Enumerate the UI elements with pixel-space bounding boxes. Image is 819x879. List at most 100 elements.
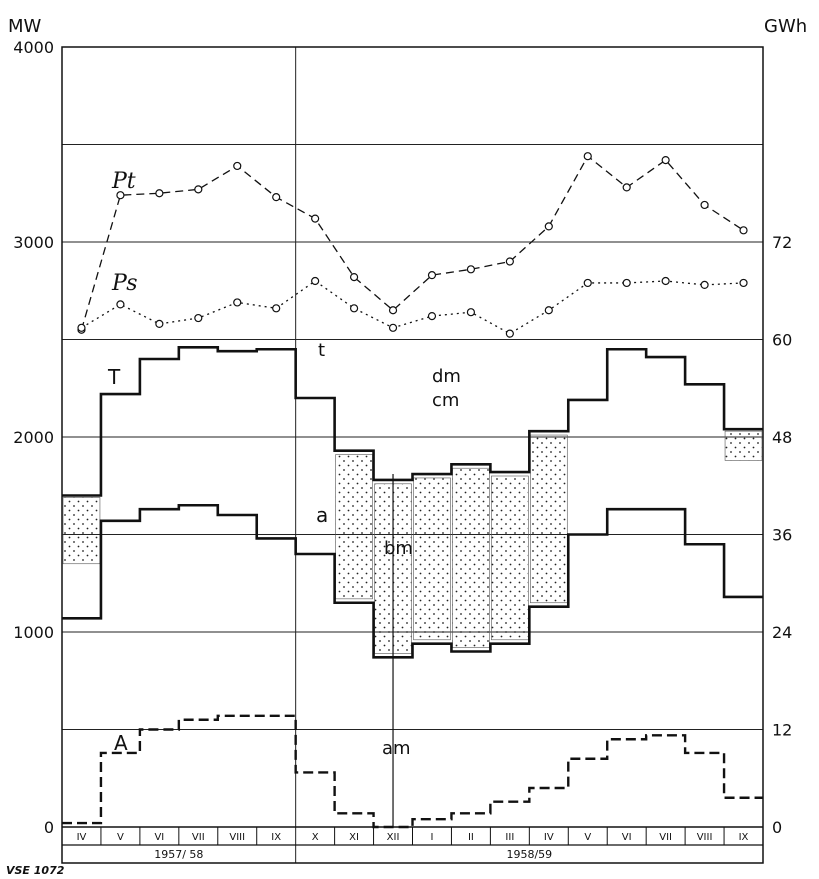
series-Ps-point: [155, 319, 164, 328]
month-label: X: [312, 832, 319, 843]
series-Ps-point: [466, 308, 476, 317]
label-am: am: [382, 738, 411, 759]
series-Ps-point: [622, 278, 631, 288]
label-t-upper: T: [107, 365, 121, 389]
label-cm: cm: [432, 390, 459, 411]
grid-lines: [62, 47, 763, 863]
label-a-upper: A: [114, 731, 128, 755]
left-tick-label: 2000: [13, 428, 54, 447]
month-labels: IV V VI VII VIII IX X XI XII I II III IV V VI VII VIII IX…: [77, 832, 749, 861]
month-label: VIII: [229, 832, 245, 843]
series-layer: [62, 152, 763, 829]
series-Pt-point: [233, 161, 242, 171]
tick-labels: 4000 3000 2000 1000 0 72 60 48 36 24 12 0: [13, 38, 792, 837]
series-Ps-point: [739, 278, 748, 288]
plot-frame: [61, 46, 764, 864]
series-Pt-point: [739, 226, 748, 235]
series-Pt-point: [349, 273, 359, 282]
series-Ps-point: [194, 313, 203, 323]
left-tick-label: 0: [44, 818, 54, 837]
series-Pt-point: [622, 183, 631, 192]
label-bm: bm: [384, 538, 413, 559]
month-label: XII: [387, 832, 400, 843]
shaded-bar: [452, 467, 490, 648]
series-Ps-point: [349, 304, 359, 313]
month-label: IV: [77, 832, 87, 843]
left-tick-label: 1000: [13, 623, 54, 642]
series-Pt-point: [427, 271, 437, 280]
series-Ps-point: [77, 323, 86, 332]
series-Ps-point: [661, 276, 670, 286]
month-label: IV: [544, 832, 554, 843]
month-label: VIII: [697, 832, 713, 843]
year-label: 1957/ 58: [154, 848, 203, 861]
series-A-step: [62, 714, 763, 829]
month-label: XI: [349, 832, 359, 843]
footer-code: VSE 1072: [6, 864, 65, 877]
series-Pt-point: [155, 189, 164, 198]
left-tick-label: 3000: [13, 233, 54, 252]
shaded-bar: [530, 434, 568, 604]
shaded-bar: [62, 497, 101, 565]
month-label: VI: [622, 832, 632, 843]
series-Pt-point: [116, 191, 125, 200]
right-tick-label: 12: [772, 721, 792, 740]
series-Ps-point: [233, 298, 242, 307]
month-label: VI: [154, 832, 164, 843]
month-label: VII: [192, 832, 205, 843]
series-Pt-point: [388, 306, 398, 315]
series-Pt-point: [505, 257, 514, 266]
month-label: I: [430, 832, 433, 843]
shaded-bar: [724, 430, 763, 461]
series-Pt-point: [466, 265, 476, 274]
right-tick-label: 60: [772, 331, 792, 350]
shaded-areas: [62, 430, 763, 654]
label-pt: Pt: [111, 169, 136, 194]
shaded-bar: [491, 475, 529, 641]
month-label: V: [584, 832, 591, 843]
left-axis-unit: MW: [8, 16, 42, 37]
plot-border: [61, 46, 764, 864]
right-axis-unit: GWh: [764, 16, 807, 37]
series-Ps-point: [388, 323, 398, 332]
label-dm: dm: [432, 366, 461, 387]
right-tick-label: 0: [772, 818, 782, 837]
right-tick-label: 36: [772, 526, 792, 545]
shaded-bar: [335, 454, 373, 600]
right-tick-label: 24: [772, 623, 792, 642]
series-Pt-point: [272, 193, 281, 202]
series-Pt-line: [80, 155, 744, 330]
series-Pt-point: [583, 152, 592, 161]
right-tick-label: 72: [772, 233, 792, 252]
shaded-bar: [413, 477, 451, 641]
series-Pt-point: [661, 156, 670, 165]
series-Ps-point: [700, 280, 709, 289]
series-Ps-line: [81, 280, 744, 335]
series-Ps-point: [544, 306, 553, 315]
series-Ps-point: [505, 329, 514, 338]
year-label: 1958/59: [506, 848, 552, 861]
month-label: II: [468, 832, 474, 843]
series-Ps-point: [116, 300, 125, 309]
series-T-step: [62, 346, 763, 497]
month-label: VII: [659, 832, 672, 843]
month-label: IX: [739, 832, 749, 843]
month-label: III: [505, 832, 514, 843]
series-Pt-point: [194, 185, 203, 194]
label-a-lower: a: [316, 503, 328, 527]
month-label: IX: [271, 832, 281, 843]
series-Pt-point: [544, 222, 553, 231]
series-Pt-point: [700, 200, 709, 210]
series-a-step: [62, 503, 763, 659]
label-ps: Ps: [111, 271, 138, 296]
left-tick-label: 4000: [13, 38, 54, 57]
right-tick-label: 48: [772, 428, 792, 447]
series-Pt-point: [311, 214, 320, 223]
series-Ps-point: [272, 304, 281, 313]
series-Ps-point: [311, 276, 320, 286]
month-label: V: [117, 832, 124, 843]
series-Ps-point: [583, 278, 592, 288]
series-Ps-point: [427, 312, 437, 321]
label-t-lower: t: [318, 340, 325, 361]
